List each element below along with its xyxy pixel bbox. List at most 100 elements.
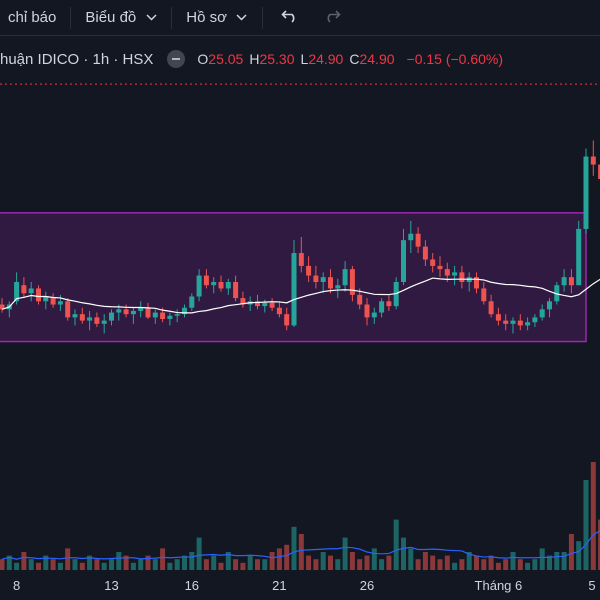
volume-bar bbox=[262, 559, 268, 570]
volume-bar bbox=[583, 480, 589, 570]
change-value: −0.15 (−0.60%) bbox=[406, 51, 504, 67]
candle bbox=[422, 246, 428, 260]
volume-bar bbox=[298, 534, 304, 570]
volume-bar bbox=[335, 559, 341, 570]
volume-bar bbox=[65, 548, 71, 570]
candle bbox=[72, 314, 78, 318]
candle bbox=[211, 282, 217, 286]
volume-bar bbox=[422, 552, 428, 570]
candle bbox=[568, 277, 574, 286]
candle bbox=[357, 294, 363, 305]
charts-menu-button[interactable]: Biểu đồ bbox=[77, 4, 165, 32]
volume-bar bbox=[401, 537, 406, 570]
volume-bar bbox=[364, 555, 370, 570]
candle bbox=[517, 320, 523, 326]
volume-bar bbox=[28, 559, 34, 570]
volume-bar bbox=[138, 559, 144, 570]
volume-bar bbox=[0, 559, 5, 570]
candle bbox=[342, 269, 348, 286]
candle bbox=[444, 269, 450, 276]
candle bbox=[0, 304, 5, 310]
candle bbox=[160, 312, 166, 319]
candle bbox=[65, 301, 71, 318]
volume-bar bbox=[474, 555, 479, 570]
redo-button[interactable] bbox=[311, 4, 353, 32]
volume-bar bbox=[255, 559, 260, 570]
redo-icon bbox=[323, 9, 341, 27]
candle bbox=[255, 301, 260, 307]
candle bbox=[50, 298, 56, 305]
indicators-button[interactable]: chỉ báo bbox=[0, 4, 64, 32]
volume-bar bbox=[225, 552, 231, 570]
toolbar-divider bbox=[261, 6, 263, 29]
candle bbox=[43, 296, 49, 302]
volume-bar bbox=[313, 559, 319, 570]
undo-button[interactable] bbox=[269, 4, 311, 32]
candle bbox=[503, 320, 509, 324]
volume-bar bbox=[561, 552, 567, 570]
candle bbox=[583, 156, 589, 229]
volume-bar bbox=[123, 555, 129, 570]
volume-bar bbox=[167, 562, 173, 570]
candle bbox=[554, 285, 560, 302]
symbol-legend: huận IDICO · 1h · HSX O 25.05 H 25.30 L 24.… bbox=[0, 48, 503, 70]
candle bbox=[182, 307, 187, 315]
candle bbox=[598, 164, 600, 180]
minus-icon[interactable] bbox=[167, 50, 186, 68]
top-toolbar: chỉ báo Biểu đồ Hồ sơ bbox=[0, 0, 600, 36]
candle bbox=[87, 317, 93, 321]
candle bbox=[21, 285, 27, 294]
volume-bar bbox=[495, 562, 501, 570]
volume-bar bbox=[21, 552, 27, 570]
volume-bar bbox=[72, 559, 78, 570]
candle bbox=[116, 309, 122, 313]
volume-bar bbox=[415, 559, 421, 570]
volume-bar bbox=[386, 555, 392, 570]
candle bbox=[57, 301, 63, 305]
symbol-title[interactable]: huận IDICO · 1h · HSX bbox=[0, 50, 154, 68]
volume-bar bbox=[598, 519, 600, 570]
price-chart[interactable] bbox=[0, 36, 600, 600]
candle bbox=[547, 301, 552, 310]
volume-bar bbox=[196, 537, 202, 570]
candle bbox=[14, 282, 20, 302]
volume-bar bbox=[36, 562, 41, 570]
candle bbox=[306, 265, 312, 276]
volume-bar bbox=[116, 552, 122, 570]
profile-menu-button[interactable]: Hồ sơ bbox=[178, 4, 256, 32]
candle bbox=[167, 315, 173, 319]
volume-bar bbox=[233, 559, 239, 570]
volume-bar bbox=[408, 548, 414, 570]
volume-bar bbox=[189, 552, 195, 570]
volume-bar bbox=[452, 562, 458, 570]
volume-bar bbox=[182, 555, 187, 570]
candle bbox=[276, 307, 282, 315]
candle bbox=[452, 272, 458, 276]
candle bbox=[196, 275, 202, 297]
volume-bar bbox=[444, 555, 450, 570]
volume-bar bbox=[203, 559, 209, 570]
candle bbox=[152, 312, 158, 318]
candle bbox=[364, 304, 370, 318]
candle bbox=[189, 296, 195, 308]
high-value: 25.30 bbox=[259, 51, 295, 67]
candle bbox=[576, 228, 582, 286]
volume-bar bbox=[393, 519, 399, 570]
volume-bar bbox=[57, 562, 63, 570]
open-key: O bbox=[197, 51, 209, 67]
volume-bar bbox=[174, 559, 180, 570]
candle bbox=[320, 277, 326, 282]
candle bbox=[415, 233, 421, 247]
volume-bar bbox=[488, 555, 494, 570]
candle bbox=[401, 240, 406, 282]
profile-label: Hồ sơ bbox=[186, 9, 227, 26]
volume-bar bbox=[145, 555, 151, 570]
volume-bar bbox=[481, 559, 487, 570]
candle bbox=[386, 301, 392, 307]
candle bbox=[138, 307, 144, 311]
x-tick-label: 26 bbox=[359, 578, 375, 593]
candle bbox=[203, 275, 209, 286]
candle bbox=[379, 301, 385, 313]
volume-bar bbox=[306, 555, 312, 570]
charts-label: Biểu đồ bbox=[85, 9, 137, 26]
